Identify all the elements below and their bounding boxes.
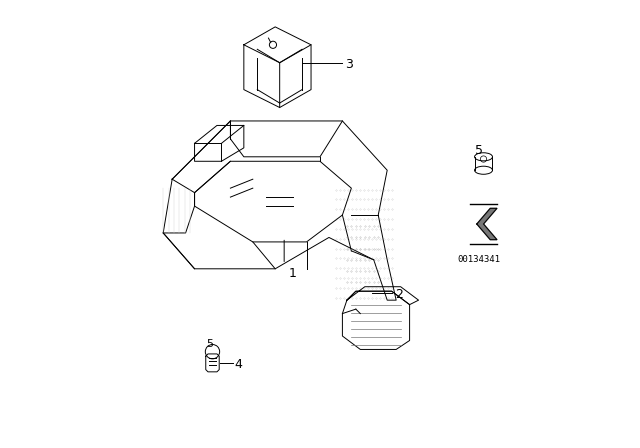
Polygon shape: [477, 208, 497, 240]
Text: 3: 3: [346, 57, 353, 71]
Text: 5: 5: [476, 143, 483, 157]
Text: 4: 4: [234, 358, 242, 371]
Text: 2: 2: [396, 288, 403, 302]
Text: 00134341: 00134341: [458, 255, 500, 264]
Text: 1: 1: [289, 267, 296, 280]
Text: 5: 5: [207, 339, 214, 349]
